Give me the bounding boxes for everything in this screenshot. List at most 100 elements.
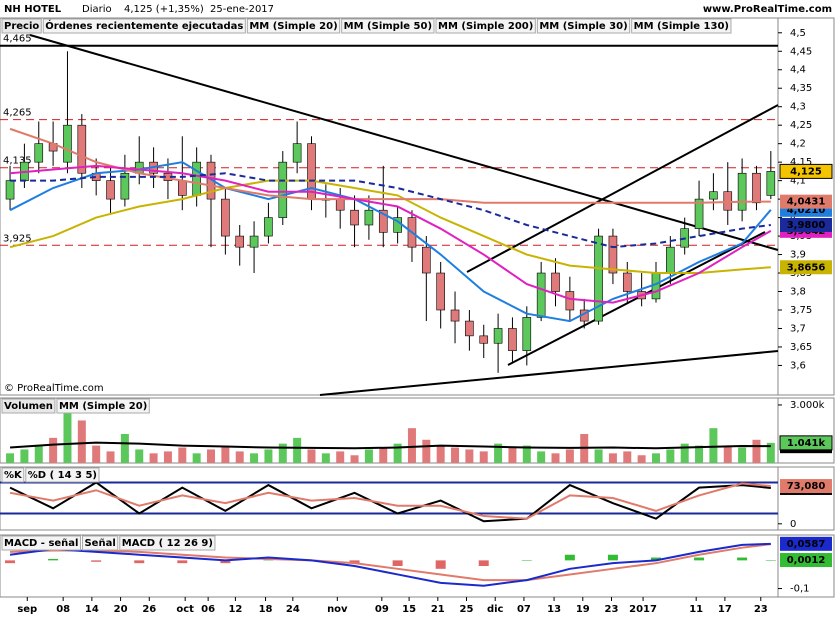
value-badge-label: 3,9800 bbox=[787, 220, 826, 231]
candle-body bbox=[292, 143, 302, 163]
price: 4,125 (+1,35%) bbox=[124, 4, 204, 15]
series-line bbox=[10, 543, 771, 582]
histogram-bar bbox=[521, 560, 532, 561]
legend-box bbox=[631, 18, 732, 34]
x-tick-label: 12 bbox=[228, 604, 242, 615]
x-tick-label: 25 bbox=[460, 604, 474, 615]
volume-bar bbox=[307, 449, 316, 463]
x-tick-label: 21 bbox=[431, 604, 445, 615]
x-tick-label: 17 bbox=[718, 604, 732, 615]
panel-frame bbox=[0, 466, 835, 531]
trendline bbox=[466, 104, 779, 273]
trendline bbox=[29, 34, 779, 251]
period: Diario bbox=[82, 4, 112, 15]
trendlines bbox=[29, 34, 779, 396]
y-tick-label: 0 bbox=[790, 519, 796, 530]
value-badge bbox=[780, 260, 832, 275]
candle-body bbox=[192, 161, 201, 196]
candle-body bbox=[465, 320, 474, 337]
y-tick-label: 3,8 bbox=[790, 287, 806, 298]
candle-body bbox=[666, 246, 675, 274]
legend-box bbox=[1, 467, 25, 483]
candle-body bbox=[709, 191, 718, 200]
volume-bar bbox=[20, 449, 29, 463]
volume-bar bbox=[163, 451, 172, 463]
volume-bar bbox=[680, 443, 689, 463]
legend-entry: MACD ( 12 26 9) bbox=[122, 538, 213, 549]
volume-bar bbox=[106, 451, 115, 463]
candle-body bbox=[278, 161, 288, 218]
y-tick-label: 4,4 bbox=[790, 65, 806, 76]
legend-box bbox=[246, 18, 341, 34]
value-badge-label: 0,0012 bbox=[787, 555, 826, 566]
volume-bar bbox=[207, 449, 216, 463]
x-tick-label: 18 bbox=[259, 604, 273, 615]
candle-body bbox=[221, 198, 230, 237]
volume-bar bbox=[494, 443, 503, 463]
histogram-bar bbox=[435, 560, 446, 569]
volume-bar bbox=[278, 443, 287, 463]
volume-bar bbox=[235, 451, 244, 463]
candle-body bbox=[436, 272, 445, 311]
candle-body bbox=[63, 124, 72, 163]
candle-body bbox=[364, 209, 374, 226]
x-tick-label: 15 bbox=[402, 604, 416, 615]
volume-bar bbox=[451, 447, 460, 463]
volume-bar bbox=[250, 453, 259, 463]
histogram-bar bbox=[134, 560, 145, 564]
level-label: 4,465 bbox=[3, 34, 32, 45]
histogram-bar bbox=[650, 557, 661, 561]
legend-box bbox=[119, 535, 216, 551]
x-tick-label: 11 bbox=[689, 604, 703, 615]
x-tick-label: 23 bbox=[605, 604, 619, 615]
volume-bar bbox=[321, 453, 330, 463]
volume-bar bbox=[723, 445, 732, 463]
volume-bar bbox=[465, 449, 474, 463]
series-line bbox=[10, 172, 771, 249]
volume-bar bbox=[264, 449, 273, 463]
value-badge bbox=[780, 553, 832, 568]
candle-body bbox=[422, 246, 431, 274]
value-badge bbox=[780, 479, 832, 494]
volume-bar bbox=[623, 451, 632, 463]
volume-bar bbox=[293, 437, 302, 463]
legend-entry: MM (Simple 50) bbox=[344, 21, 432, 32]
y-tick-label: 4,1 bbox=[790, 176, 806, 187]
panel-frame bbox=[0, 534, 835, 598]
value-badge bbox=[779, 163, 833, 179]
volume-bar bbox=[608, 453, 617, 463]
value-badge-label: 4,0210 bbox=[787, 205, 826, 216]
value-badge-label: 0,0587 bbox=[787, 539, 826, 550]
candle-body bbox=[177, 180, 187, 196]
series-line bbox=[9, 482, 771, 520]
candle-body bbox=[536, 272, 546, 318]
copyright: © ProRealTime.com bbox=[4, 383, 104, 394]
volume-bar bbox=[695, 445, 704, 463]
candle-body bbox=[264, 217, 273, 237]
legend-box bbox=[341, 18, 435, 34]
volume-bar bbox=[350, 455, 359, 463]
candle-body bbox=[235, 235, 245, 248]
x-tick-label: 2017 bbox=[629, 604, 657, 615]
site: www.ProRealTime.com bbox=[703, 4, 832, 15]
legend-entry: MM (Simple 20) bbox=[59, 401, 147, 412]
legend-entry: Volumen bbox=[4, 401, 53, 412]
trendline bbox=[319, 350, 779, 396]
legend-entry: MM (Simple 20) bbox=[249, 21, 337, 32]
legend-entry: %D ( 14 3 5) bbox=[28, 470, 97, 481]
volume-bar bbox=[34, 445, 43, 463]
histogram-bar bbox=[694, 557, 705, 561]
volume-bar bbox=[565, 449, 574, 463]
legend-entry: Precio bbox=[4, 21, 39, 32]
histogram-bar bbox=[765, 560, 776, 561]
candle-body bbox=[34, 143, 44, 163]
x-tick-label: 26 bbox=[142, 604, 156, 615]
volume-bar bbox=[192, 453, 201, 463]
legend-entry: MM (Simple 30) bbox=[539, 21, 627, 32]
legend-box bbox=[1, 18, 42, 34]
candle-body bbox=[522, 317, 532, 351]
volume-bar bbox=[6, 453, 15, 463]
volume-bar bbox=[738, 447, 747, 463]
legend-entry: MM (Simple 130) bbox=[634, 21, 729, 32]
